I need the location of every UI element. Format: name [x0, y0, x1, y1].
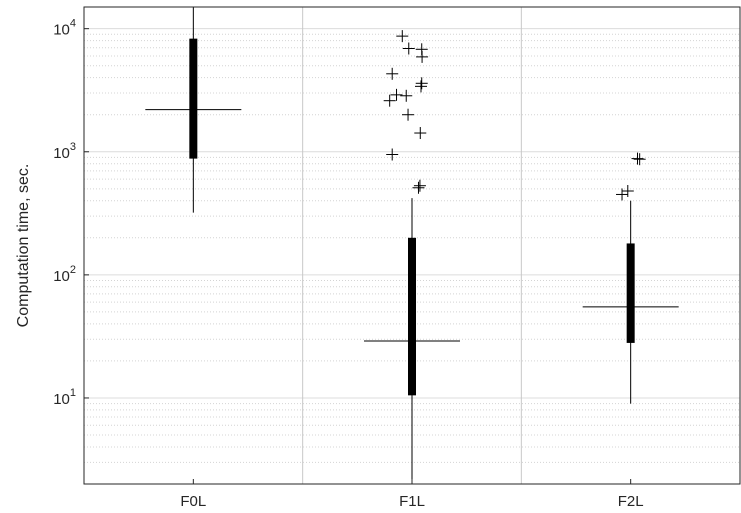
outlier-marker — [402, 108, 415, 121]
box-iqr — [189, 38, 198, 159]
outlier-marker — [416, 50, 429, 63]
box-F2L — [582, 200, 679, 404]
x-axis-ticks: F0L F1L F2L — [180, 479, 644, 510]
outlier-marker — [383, 94, 396, 107]
outlier-marker — [400, 89, 413, 102]
y-tick-label: 102 — [53, 264, 76, 285]
outlier-marker — [415, 77, 428, 90]
outlier-marker — [390, 88, 403, 101]
outliers-layer — [383, 30, 646, 201]
outlier-marker — [396, 30, 409, 43]
box-iqr — [408, 237, 416, 396]
outlier-marker — [616, 188, 629, 201]
x-tick-label-F1L: F1L — [399, 493, 425, 510]
outlier-marker — [413, 179, 426, 192]
outlier-marker — [621, 185, 634, 198]
y-axis-ticks: 101 102 103 104 — [53, 18, 89, 408]
outlier-marker — [386, 67, 399, 80]
category-separators — [302, 7, 522, 484]
outlier-marker — [386, 148, 399, 161]
box-F0L — [145, 7, 242, 213]
x-tick-label-F0L: F0L — [180, 493, 206, 510]
y-tick-label: 104 — [53, 18, 76, 39]
outlier-marker — [633, 153, 646, 166]
outlier-marker — [402, 42, 415, 55]
box-F1L — [364, 198, 460, 484]
y-tick-label: 101 — [53, 387, 76, 408]
box-iqr — [626, 243, 635, 343]
x-tick-label-F2L: F2L — [618, 493, 644, 510]
y-tick-label: 103 — [53, 141, 76, 162]
outlier-marker — [414, 127, 427, 140]
outlier-marker — [631, 152, 644, 165]
outlier-marker — [412, 181, 425, 194]
outlier-marker — [415, 80, 427, 93]
boxes-layer — [145, 7, 679, 484]
y-axis-label: Computation time, sec. — [15, 164, 32, 328]
